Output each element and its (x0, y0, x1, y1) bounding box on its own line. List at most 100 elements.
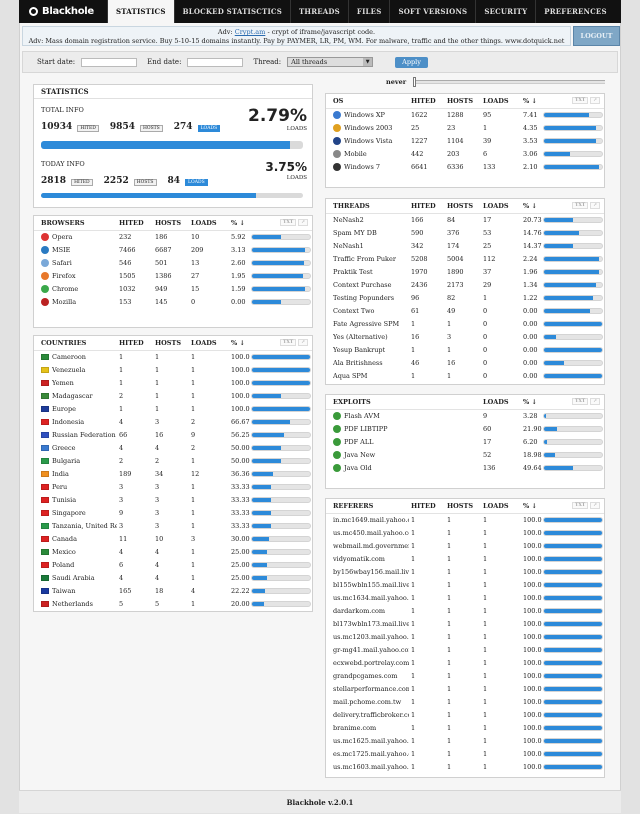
cell-pct: 3.13 (231, 245, 246, 254)
cell-hited: 2 (119, 391, 124, 400)
logout-button[interactable]: LOGOUT (573, 26, 620, 46)
percent-bar-fill (252, 562, 267, 567)
percent-bar-fill (252, 536, 270, 541)
os-name-cell: Windows 2003 (333, 123, 409, 132)
expand-icon[interactable]: ↗ (298, 219, 308, 227)
column-header-pct[interactable]: % ↓ (523, 397, 537, 406)
percent-bar (543, 137, 603, 144)
total-loads: 274 (173, 122, 193, 132)
percent-bar-fill (544, 738, 602, 743)
cell-hosts: 4 (155, 547, 160, 556)
expand-icon[interactable]: ↗ (298, 339, 308, 347)
browsers-name: Chrome (52, 284, 79, 293)
percent-bar-fill (252, 497, 272, 502)
cell-loads: 1 (483, 749, 488, 758)
browsers-name: MSIE (52, 245, 71, 254)
cell-loads: 133 (483, 162, 496, 171)
apply-button[interactable]: Apply (395, 56, 428, 68)
nav-tab-preferences[interactable]: PREFERENCES (535, 0, 614, 23)
cell-loads: 15 (191, 284, 200, 293)
cell-pct: 33.33 (231, 521, 250, 530)
table-row: Peru 3 3 1 33.33 (34, 480, 312, 493)
percent-bar-fill (252, 286, 306, 291)
table-row: by156wbay156.mail.live 1 1 1 100.0 (326, 565, 604, 578)
end-date-input[interactable] (187, 57, 244, 67)
refresh-slider[interactable] (413, 77, 605, 87)
cell-hosts: 1 (447, 645, 452, 654)
cell-loads: 1 (191, 599, 196, 608)
country-flag-icon (41, 457, 49, 464)
countries-name: Poland (52, 560, 75, 569)
today-hosts: 2252 (103, 176, 129, 186)
percent-bar (543, 698, 603, 705)
cell-loads: 112 (483, 254, 496, 263)
column-header-pct[interactable]: % ↓ (231, 218, 245, 227)
referers-name: branime.com (333, 723, 377, 732)
countries-name-cell: Venezuela (41, 366, 117, 374)
slider-handle[interactable] (413, 77, 416, 87)
cell-loads: 0 (483, 332, 488, 341)
nav-tab-blocked-statisctics[interactable]: BLOCKED STATISCTICS (173, 0, 290, 23)
expand-icon[interactable]: ↗ (590, 502, 600, 510)
export-txt-button[interactable]: TXT (280, 219, 297, 227)
referers-title: REFERERS (333, 501, 374, 510)
expand-icon[interactable]: ↗ (590, 97, 600, 105)
thread-select[interactable]: All threads ▼ (287, 57, 374, 67)
percent-bar (543, 724, 603, 731)
nav-tab-soft-versions[interactable]: SOFT VERSIONS (389, 0, 475, 23)
column-header-pct[interactable]: % ↓ (523, 501, 537, 510)
countries-name: Mexico (52, 547, 76, 556)
referers-name: stellarperformance.com (333, 684, 409, 693)
percent-bar (543, 229, 603, 236)
percent-bar-fill (252, 432, 285, 437)
nav-tab-security[interactable]: SECURITY (475, 0, 535, 23)
cell-hosts: 1 (447, 658, 452, 667)
percent-bar-fill (252, 367, 310, 372)
export-txt-button[interactable]: TXT (280, 339, 297, 347)
export-txt-button[interactable]: TXT (572, 97, 589, 105)
expand-icon[interactable]: ↗ (590, 398, 600, 406)
cell-hited: 1 (119, 404, 124, 413)
percent-bar (251, 259, 311, 266)
column-header-hosts: HOSTS (155, 338, 182, 347)
country-flag-icon (41, 379, 49, 386)
threads-name: NeNash1 (333, 241, 364, 250)
cell-hited: 1 (411, 371, 416, 380)
percent-bar (543, 346, 603, 353)
countries-name-cell: Poland (41, 561, 117, 569)
percent-bar (251, 233, 311, 240)
export-txt-button[interactable]: TXT (572, 502, 589, 510)
table-row: Opera 232 186 10 5.92 (34, 230, 312, 243)
cell-hosts: 1890 (447, 267, 464, 276)
nav-tab-threads[interactable]: THREADS (289, 0, 348, 23)
export-txt-button[interactable]: TXT (572, 398, 589, 406)
percent-bar (543, 268, 603, 275)
cell-hosts: 1 (447, 710, 452, 719)
country-flag-icon (41, 431, 49, 438)
adv-link[interactable]: Crypt.am (234, 28, 266, 36)
percent-bar-fill (544, 269, 600, 274)
countries-name: Singapore (52, 508, 86, 517)
nav-tab-statistics[interactable]: STATISTICS (107, 0, 174, 23)
cell-pct: 100.0 (523, 541, 542, 550)
expand-icon[interactable]: ↗ (590, 202, 600, 210)
column-header-pct[interactable]: % ↓ (523, 201, 537, 210)
export-txt-button[interactable]: TXT (572, 202, 589, 210)
cell-pct: 100.0 (523, 684, 542, 693)
cell-hited: 1622 (411, 110, 428, 119)
cell-pct: 30.00 (231, 534, 250, 543)
countries-name-cell: Saudi Arabia (41, 574, 117, 582)
table-row: Yemen 1 1 1 100.0 (34, 376, 312, 389)
cell-pct: 36.36 (231, 469, 250, 478)
cell-hited: 16 (411, 332, 420, 341)
start-date-input[interactable] (81, 57, 138, 67)
exploits-name: PDF ALL (344, 437, 374, 446)
nav-tab-files[interactable]: FILES (347, 0, 390, 23)
referers-name: us.mc1634.mail.yahoo.c (333, 593, 409, 602)
column-header-pct[interactable]: % ↓ (523, 96, 537, 105)
countries-name: Indonesia (52, 417, 85, 426)
percent-bar-fill (544, 569, 602, 574)
countries-name-cell: Greece (41, 444, 117, 452)
table-row: Netherlands 5 5 1 20.00 (34, 597, 312, 610)
column-header-pct[interactable]: % ↓ (231, 338, 245, 347)
